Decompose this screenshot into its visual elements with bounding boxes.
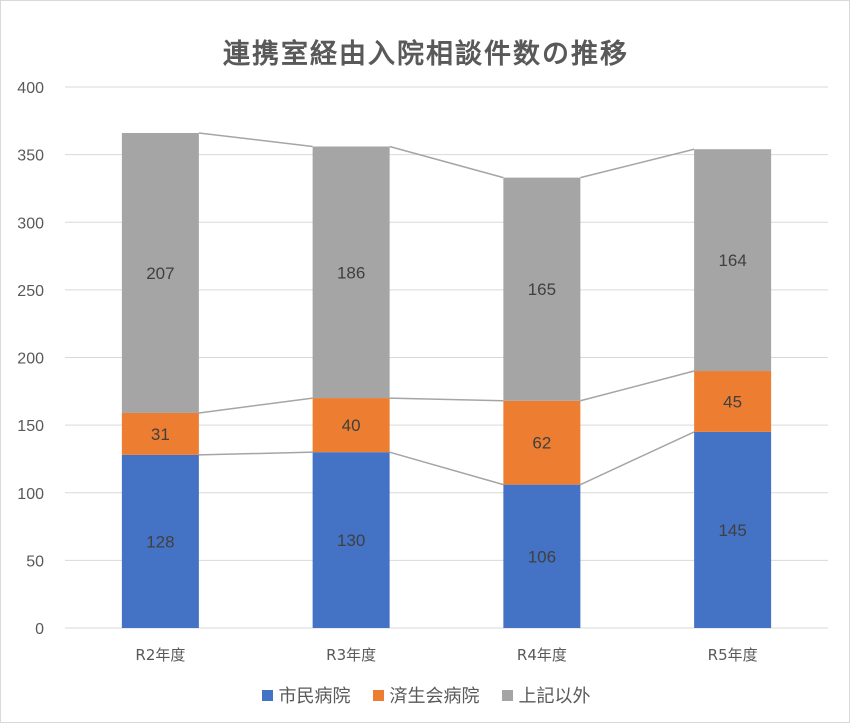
y-tick-label: 150: [17, 418, 44, 435]
legend-label: 市民病院: [278, 686, 351, 707]
legend-item: 済生会病院: [372, 682, 480, 708]
series-line: [198, 132, 313, 148]
series-line: [389, 451, 504, 486]
y-tick-label: 300: [17, 215, 44, 232]
data-label: 145: [718, 521, 746, 540]
data-label: 40: [342, 416, 361, 435]
y-tick-label: 250: [17, 283, 44, 300]
x-category-label: R2年度: [135, 646, 185, 664]
data-label: 207: [146, 264, 174, 283]
bar-segment: [503, 177, 581, 401]
bar-segment: [312, 398, 390, 453]
x-category-label: R5年度: [708, 646, 758, 664]
legend-label: 上記以外: [518, 686, 591, 707]
y-tick-label: 50: [26, 553, 44, 570]
legend-label: 済生会病院: [389, 686, 480, 707]
legend-swatch: [501, 689, 513, 701]
data-label: 106: [528, 547, 556, 566]
data-label: 130: [337, 531, 365, 550]
bar-segment: [121, 454, 199, 628]
bar-segment: [312, 452, 390, 628]
bar-segment: [503, 484, 581, 628]
data-label: 128: [146, 532, 174, 551]
y-tick-label: 400: [17, 80, 44, 97]
y-tick-label: 0: [35, 621, 44, 638]
data-label: 164: [718, 251, 746, 270]
legend-swatch: [372, 689, 384, 701]
bar-segment: [121, 412, 199, 455]
series-line: [198, 397, 313, 414]
legend-item: 上記以外: [501, 682, 591, 708]
bar-segment: [312, 146, 390, 399]
chart-title: 連携室経由入院相談件数の推移: [223, 39, 629, 70]
legend-swatch: [261, 689, 273, 701]
series-line: [389, 145, 504, 179]
series-line: [580, 148, 695, 179]
data-label: 186: [337, 263, 365, 282]
data-label: 165: [528, 280, 556, 299]
x-category-label: R4年度: [517, 646, 567, 664]
series-line: [198, 451, 313, 456]
bar-segment: [694, 431, 772, 628]
data-label: 31: [151, 425, 170, 444]
series-line: [580, 431, 695, 486]
data-label: 45: [723, 392, 742, 411]
bar-segment: [121, 132, 199, 413]
bar-segment: [694, 149, 772, 372]
series-line: [389, 397, 504, 402]
x-category-label: R3年度: [326, 646, 376, 664]
legend-item: 市民病院: [261, 682, 351, 708]
y-tick-label: 200: [17, 351, 44, 368]
series-line: [580, 370, 695, 402]
bar-segment: [503, 400, 581, 485]
y-tick-label: 350: [17, 148, 44, 165]
data-label: 62: [532, 434, 551, 453]
bar-segment: [694, 371, 772, 432]
y-tick-label: 100: [17, 486, 44, 503]
legend: 市民病院 済生会病院 上記以外: [0, 682, 852, 708]
